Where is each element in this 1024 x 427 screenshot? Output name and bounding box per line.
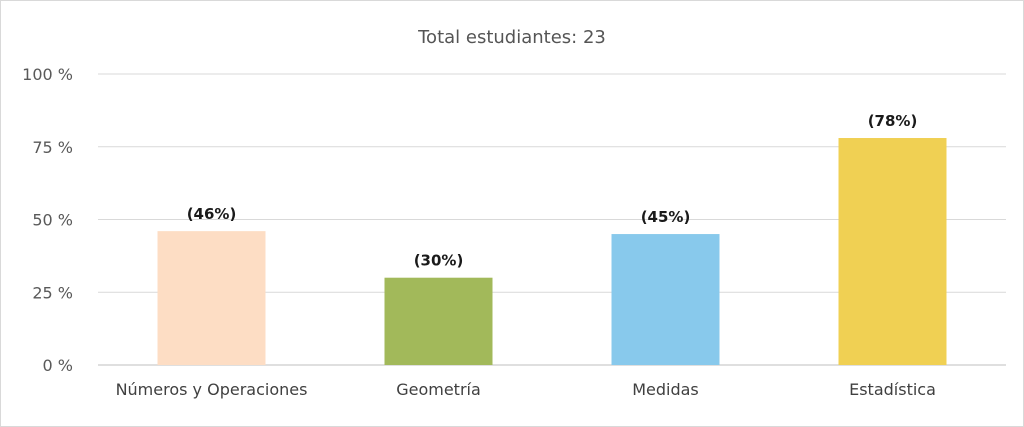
- x-axis-categories: Números y Operaciones Geometría Medidas Est…: [116, 380, 936, 399]
- y-tick-label: 50 %: [32, 211, 73, 230]
- y-tick-label: 0 %: [43, 356, 73, 375]
- x-category-label: Geometría: [396, 380, 481, 399]
- bar: [611, 234, 720, 365]
- y-axis-ticks: 0 % 25 % 50 % 75 % 100 %: [22, 65, 73, 375]
- y-tick-label: 75 %: [32, 138, 73, 157]
- bar-data-label: (30%): [414, 252, 464, 270]
- x-category-label: Medidas: [632, 380, 699, 399]
- bar: [838, 138, 947, 365]
- bar: [157, 231, 266, 365]
- y-tick-label: 25 %: [32, 283, 73, 302]
- bar: [384, 277, 493, 365]
- y-tick-label: 100 %: [22, 65, 73, 84]
- bars: [157, 138, 947, 365]
- data-labels: (46%) (30%) (45%) (78%): [187, 112, 918, 270]
- chart-title: Total estudiantes: 23: [417, 27, 606, 48]
- x-category-label: Números y Operaciones: [116, 380, 308, 399]
- bar-data-label: (45%): [641, 208, 691, 226]
- x-category-label: Estadística: [849, 380, 936, 399]
- bar-data-label: (46%): [187, 205, 237, 223]
- bar-data-label: (78%): [868, 112, 918, 130]
